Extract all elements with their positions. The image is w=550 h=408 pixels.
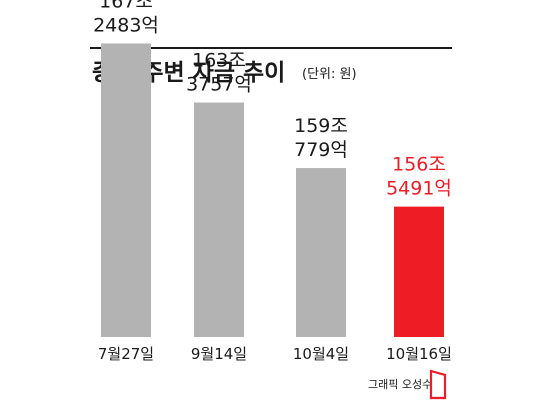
- value-label-2-line-1: 163조: [192, 50, 246, 72]
- value-label-4-line-1: 156조: [392, 154, 446, 176]
- bars-group: [101, 43, 444, 338]
- credit-text: 그래픽 오성수: [368, 378, 432, 391]
- unit-note: (단위: 원): [302, 67, 357, 82]
- category-label-2: 9월14일: [191, 345, 247, 363]
- value-label-4-line-2: 5491억: [386, 178, 452, 200]
- value-label-2-line-2: 3757억: [186, 74, 252, 96]
- value-label-1-line-2: 2483억: [93, 14, 159, 36]
- value-label-3-line-1: 159조: [294, 115, 348, 137]
- bar-2: [194, 102, 244, 338]
- category-label-3: 10월4일: [293, 345, 349, 363]
- value-label-1-line-1: 167조: [99, 0, 153, 12]
- value-label-3-line-2: 779억: [294, 139, 348, 161]
- category-label-1: 7월27일: [98, 345, 154, 363]
- category-labels-group: 7월27일 9월14일 10월4일 10월16일: [98, 345, 452, 363]
- publisher-logo-icon: [429, 369, 447, 400]
- bar-4: [394, 206, 444, 337]
- bar-1: [101, 43, 151, 337]
- category-label-4: 10월16일: [386, 345, 452, 363]
- bar-3: [296, 168, 346, 337]
